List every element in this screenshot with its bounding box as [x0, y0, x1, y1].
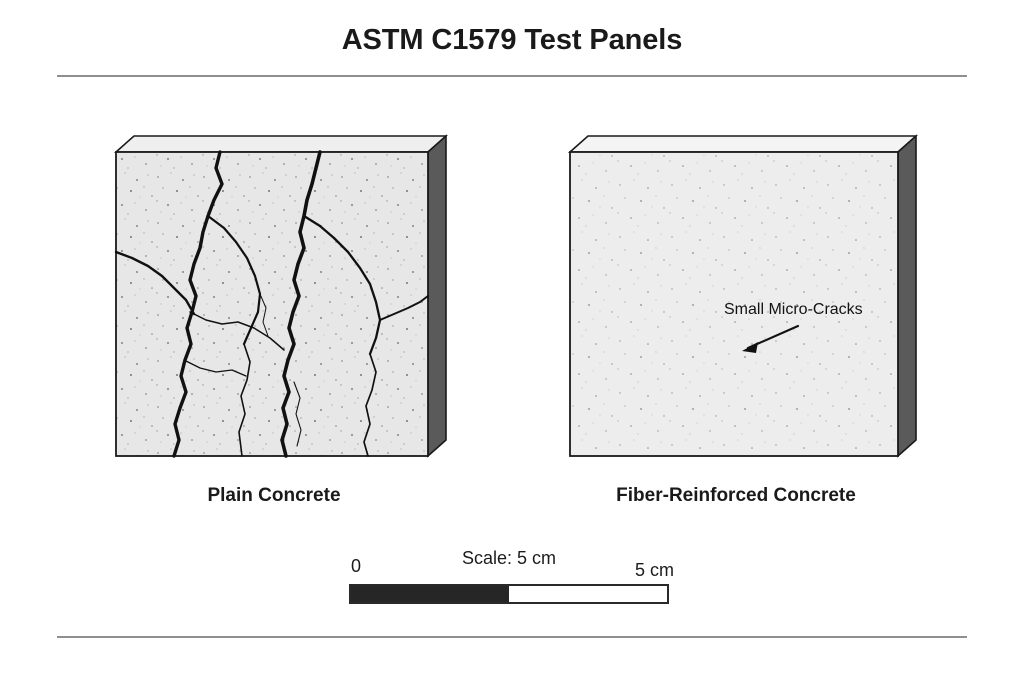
caption-plain-concrete: Plain Concrete	[207, 485, 341, 506]
panel-side-face	[427, 134, 447, 458]
scale-min-label: 0	[351, 556, 362, 576]
scale-title: Scale: 5 cm	[461, 548, 557, 568]
scale-bar-filled-half	[351, 586, 509, 602]
panel-front-face	[569, 151, 899, 457]
page-title: ASTM C1579 Test Panels	[341, 24, 683, 56]
panel-top-face	[567, 135, 918, 153]
scale-bar-block: Scale: 5 cm 0 5 cm	[349, 548, 674, 608]
panel-plain-concrete	[108, 124, 448, 464]
caption-fiber-reinforced-concrete: Fiber-Reinforced Concrete	[616, 485, 856, 506]
annotation-small-micro-cracks: Small Micro-Cracks	[724, 301, 863, 318]
crack-network	[114, 150, 429, 458]
divider-bottom	[57, 636, 967, 638]
panel-front-face	[115, 151, 429, 457]
panel-top-face	[113, 135, 448, 153]
panel-side-face	[897, 134, 917, 458]
scale-bar	[349, 584, 669, 604]
panel-fiber-reinforced-concrete	[562, 124, 918, 464]
micro-cracks-arrow	[742, 324, 800, 353]
scale-max-label: 5 cm	[635, 560, 675, 580]
divider-top	[57, 75, 967, 77]
scale-bar-empty-half	[509, 586, 667, 602]
